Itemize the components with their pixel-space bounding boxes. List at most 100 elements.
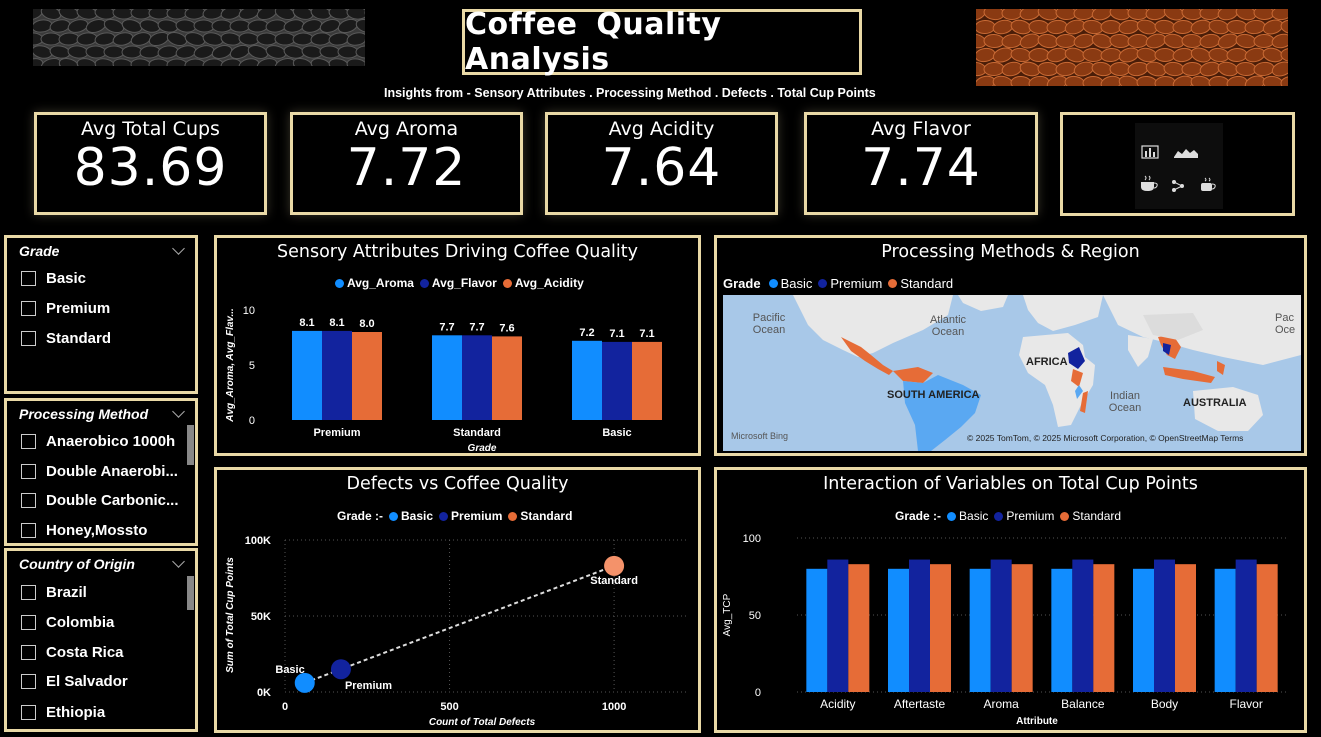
map-attribution[interactable]: © 2025 TomTom, © 2025 Microsoft Corporat… bbox=[967, 433, 1244, 443]
legend-label: Standard bbox=[1072, 509, 1122, 523]
checkbox[interactable] bbox=[21, 464, 36, 479]
network-icon[interactable] bbox=[1171, 179, 1185, 193]
slicer-option[interactable]: El Salvador bbox=[21, 673, 128, 690]
navigation-panel bbox=[1060, 112, 1295, 216]
bean-shape bbox=[1163, 61, 1185, 77]
bean-shape bbox=[1199, 9, 1221, 21]
legend-dot bbox=[439, 511, 449, 521]
legend-title: Grade :- bbox=[895, 509, 942, 523]
chevron-down-icon[interactable] bbox=[172, 405, 185, 418]
bean-shape bbox=[184, 58, 206, 66]
bean-shape bbox=[1073, 9, 1095, 21]
bean-shape bbox=[1028, 75, 1050, 86]
bean-shape bbox=[256, 32, 278, 46]
bar bbox=[602, 341, 632, 420]
option-label: Premium bbox=[46, 300, 111, 317]
slicer-scrollbar[interactable] bbox=[187, 425, 194, 465]
map-label-atlantic: Atlantic Ocean bbox=[929, 314, 967, 338]
coffee-mug-icon[interactable] bbox=[1199, 177, 1217, 193]
slicer-option[interactable]: Honey,Mossto bbox=[21, 522, 147, 539]
coffee-cup-icon[interactable] bbox=[1139, 175, 1159, 193]
bean-shape bbox=[94, 58, 116, 66]
bean-shape bbox=[1118, 19, 1140, 35]
bean-shape bbox=[301, 45, 323, 59]
y-tick-label: 10 bbox=[243, 305, 255, 317]
slicer-title: Processing Method bbox=[19, 406, 149, 422]
bean-shape bbox=[33, 58, 44, 66]
world-map[interactable]: Pacific Ocean Atlantic Ocean Indian Ocea… bbox=[723, 295, 1301, 451]
kpi-avg-flavor: Avg Flavor 7.74 bbox=[804, 112, 1038, 215]
checkbox[interactable] bbox=[21, 493, 36, 508]
bean-shape bbox=[1082, 75, 1104, 86]
bean-shape bbox=[1199, 33, 1221, 49]
defects-scatter-chart: 0K 50K 100K 0 500 1000 Sum of Total Cup Points… bbox=[225, 535, 687, 728]
bar-chart-icon[interactable] bbox=[1141, 145, 1159, 159]
chart-title: Sensory Attributes Driving Coffee Qualit… bbox=[277, 242, 638, 262]
bean-shape bbox=[1181, 61, 1203, 77]
bean-shape bbox=[1082, 47, 1104, 63]
checkbox[interactable] bbox=[21, 271, 36, 286]
bean-shape bbox=[1226, 19, 1248, 35]
map-label-indian: Indian Ocean bbox=[1108, 390, 1142, 414]
bean-shape bbox=[58, 58, 80, 66]
bean-shape bbox=[983, 33, 1005, 49]
data-label: 7.2 bbox=[579, 327, 594, 339]
slicer-option-basic[interactable]: Basic bbox=[21, 270, 86, 287]
slicer-scrollbar[interactable] bbox=[187, 576, 194, 610]
slicer-option-premium[interactable]: Premium bbox=[21, 300, 110, 317]
legend-dot bbox=[994, 511, 1004, 521]
legend-title: Grade :- bbox=[337, 509, 384, 523]
bean-shape bbox=[67, 45, 89, 59]
chevron-down-icon[interactable] bbox=[172, 555, 185, 568]
x-axis-label: Grade bbox=[468, 443, 497, 453]
slicer-option[interactable]: Brazil bbox=[21, 584, 87, 601]
slicer-option[interactable]: Anaerobico 1000h bbox=[21, 433, 175, 450]
slicer-option[interactable]: Colombia bbox=[21, 614, 114, 631]
bean-shape bbox=[139, 45, 161, 59]
checkbox[interactable] bbox=[21, 585, 36, 600]
option-label: Double Anaerobi... bbox=[46, 463, 178, 480]
chevron-down-icon[interactable] bbox=[172, 242, 185, 255]
trend-line bbox=[304, 564, 615, 684]
bean-shape bbox=[211, 45, 233, 59]
legend-dot bbox=[335, 278, 344, 288]
checkbox[interactable] bbox=[21, 705, 36, 720]
bar bbox=[1214, 568, 1236, 692]
slicer-option[interactable]: Double Carbonic... bbox=[21, 492, 179, 509]
grade-slicer: Grade Basic Premium Standard bbox=[4, 235, 198, 394]
checkbox[interactable] bbox=[21, 674, 36, 689]
checkbox[interactable] bbox=[21, 301, 36, 316]
y-axis-label: Sum of Total Cup Points bbox=[225, 557, 236, 673]
legend-label: Avg_Flavor bbox=[431, 276, 497, 290]
navigation-icons bbox=[1135, 123, 1223, 209]
bean-shape bbox=[319, 45, 341, 59]
slicer-option[interactable]: Ethiopia bbox=[21, 704, 105, 721]
bean-shape bbox=[247, 19, 269, 33]
kpi-value: 7.74 bbox=[861, 138, 981, 198]
chart-legend: Grade :- Basic Premium Standard bbox=[895, 509, 1121, 523]
bean-shape bbox=[1127, 61, 1149, 77]
bar bbox=[462, 335, 492, 420]
bean-shape bbox=[976, 19, 996, 35]
checkbox[interactable] bbox=[21, 331, 36, 346]
bean-shape bbox=[265, 19, 287, 33]
bean-shape bbox=[310, 9, 332, 20]
checkbox[interactable] bbox=[21, 615, 36, 630]
scatter-point bbox=[330, 659, 351, 680]
area-chart-icon[interactable] bbox=[1173, 145, 1199, 159]
checkbox[interactable] bbox=[21, 645, 36, 660]
checkbox[interactable] bbox=[21, 434, 36, 449]
bean-shape bbox=[1055, 33, 1077, 49]
slicer-option[interactable]: Double Anaerobi... bbox=[21, 463, 178, 480]
bean-shape bbox=[355, 19, 365, 33]
checkbox[interactable] bbox=[21, 523, 36, 538]
option-label: Standard bbox=[46, 330, 112, 347]
interaction-bar-chart: 0 50 100 Avg_TCP Acidity Aftertaste Aroma Balan… bbox=[722, 533, 1287, 727]
bean-shape bbox=[1001, 33, 1023, 49]
slicer-option-standard[interactable]: Standard bbox=[21, 330, 111, 347]
bar bbox=[1256, 564, 1278, 692]
slicer-option[interactable]: Costa Rica bbox=[21, 644, 124, 661]
bean-shape bbox=[184, 9, 206, 20]
bean-shape bbox=[976, 47, 996, 63]
legend-dot bbox=[768, 279, 778, 288]
